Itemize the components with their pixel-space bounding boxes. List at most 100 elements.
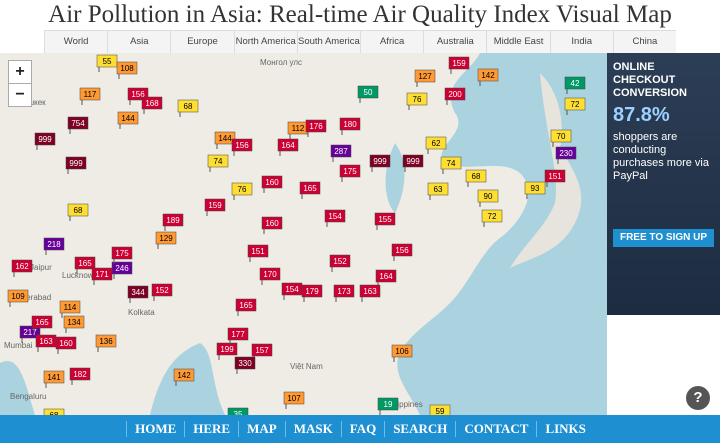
region-tab[interactable]: World [44, 31, 107, 53]
aqi-marker[interactable]: 63 [427, 182, 449, 200]
region-tab[interactable]: South America [296, 31, 360, 53]
aqi-marker[interactable]: 152 [151, 283, 173, 301]
footer-link[interactable]: FAQ [340, 421, 384, 437]
aqi-marker[interactable]: 134 [63, 315, 85, 333]
aqi-marker[interactable]: 200 [444, 87, 466, 105]
aqi-marker[interactable]: 159 [448, 56, 470, 74]
aqi-marker[interactable]: 114 [59, 300, 81, 318]
aqi-marker[interactable]: 160 [55, 336, 77, 354]
aqi-marker[interactable]: 142 [173, 368, 195, 386]
aqi-marker[interactable]: 151 [544, 169, 566, 187]
aqi-marker[interactable]: 144 [214, 131, 236, 149]
aqi-marker[interactable]: 50 [357, 85, 379, 103]
aqi-marker[interactable]: 59 [429, 404, 451, 415]
region-tab[interactable]: North America [233, 31, 297, 53]
aqi-marker[interactable]: 127 [414, 69, 436, 87]
aqi-marker[interactable]: 152 [329, 254, 351, 272]
aqi-marker[interactable]: 179 [301, 284, 323, 302]
aqi-marker[interactable]: 55 [96, 54, 118, 72]
aqi-marker[interactable]: 109 [7, 289, 29, 307]
aqi-marker[interactable]: 180 [339, 117, 361, 135]
zoom-out[interactable]: − [8, 83, 32, 107]
region-tab[interactable]: Europe [170, 31, 233, 53]
aqi-marker[interactable]: 230 [555, 146, 577, 164]
aqi-marker[interactable]: 330 [234, 356, 256, 374]
aqi-marker[interactable]: 999 [402, 154, 424, 172]
aqi-marker[interactable]: 156 [391, 243, 413, 261]
aqi-marker[interactable]: 162 [11, 259, 33, 277]
aqi-marker[interactable]: 68 [43, 408, 65, 415]
aqi-marker[interactable]: 168 [141, 96, 163, 114]
aqi-marker[interactable]: 999 [65, 156, 87, 174]
aqi-marker[interactable]: 171 [91, 267, 113, 285]
aqi-marker[interactable]: 141 [43, 370, 65, 388]
region-tab[interactable]: India [549, 31, 613, 53]
aqi-marker[interactable]: 160 [261, 216, 283, 234]
aqi-marker[interactable]: 151 [247, 244, 269, 262]
aqi-marker[interactable]: 144 [117, 111, 139, 129]
aqi-marker[interactable]: 129 [155, 231, 177, 249]
footer-link[interactable]: SEARCH [384, 421, 455, 437]
aqi-marker[interactable]: 164 [375, 269, 397, 287]
aqi-marker[interactable]: 344 [127, 285, 149, 303]
aqi-marker[interactable]: 154 [324, 209, 346, 227]
aqi-marker[interactable]: 19 [377, 397, 399, 415]
aqi-marker[interactable]: 156 [231, 138, 253, 156]
zoom-in[interactable]: + [8, 60, 32, 84]
aqi-marker[interactable]: 164 [277, 138, 299, 156]
aqi-marker[interactable]: 68 [177, 99, 199, 117]
aqi-marker[interactable]: 189 [162, 213, 184, 231]
aqi-marker[interactable]: 177 [227, 327, 249, 345]
aqi-marker[interactable]: 62 [425, 136, 447, 154]
aqi-marker[interactable]: 76 [406, 92, 428, 110]
aqi-marker[interactable]: 165 [299, 181, 321, 199]
region-tab[interactable]: Asia [107, 31, 170, 53]
map[interactable]: Бишкек Монгол улс Jaipur Lucknow Kolkata Hyde… [0, 53, 607, 415]
region-tab[interactable]: Australia [423, 31, 486, 53]
footer-link[interactable]: MASK [284, 421, 341, 437]
aqi-marker[interactable]: 999 [34, 132, 56, 150]
aqi-marker[interactable]: 170 [259, 267, 281, 285]
aqi-marker[interactable]: 117 [79, 87, 101, 105]
aqi-marker[interactable]: 136 [95, 334, 117, 352]
footer-link[interactable]: LINKS [536, 421, 593, 437]
aqi-marker[interactable]: 74 [440, 156, 462, 174]
aqi-marker[interactable]: 42 [564, 76, 586, 94]
aqi-marker[interactable]: 93 [524, 181, 546, 199]
aqi-marker[interactable]: 108 [116, 61, 138, 79]
aqi-marker[interactable]: 217 [19, 325, 41, 343]
footer-link[interactable]: HERE [184, 421, 238, 437]
aqi-marker[interactable]: 159 [204, 198, 226, 216]
aqi-marker[interactable]: 999 [369, 154, 391, 172]
aqi-marker[interactable]: 106 [391, 344, 413, 362]
footer-link[interactable]: HOME [126, 421, 184, 437]
aqi-marker[interactable]: 155 [374, 212, 396, 230]
aqi-marker[interactable]: 90 [477, 189, 499, 207]
aqi-marker[interactable]: 163 [359, 284, 381, 302]
aqi-marker[interactable]: 70 [550, 129, 572, 147]
aqi-marker[interactable]: 74 [207, 154, 229, 172]
aqi-marker[interactable]: 163 [35, 334, 57, 352]
aqi-marker[interactable]: 142 [477, 68, 499, 86]
aqi-marker[interactable]: 165 [74, 256, 96, 274]
aqi-marker[interactable]: 68 [67, 203, 89, 221]
aqi-marker[interactable]: 175 [339, 164, 361, 182]
ad-button[interactable]: FREE TO SIGN UP [613, 229, 714, 247]
aqi-marker[interactable]: 72 [481, 209, 503, 227]
aqi-marker[interactable]: 173 [333, 284, 355, 302]
aqi-marker[interactable]: 154 [281, 282, 303, 300]
aqi-marker[interactable]: 175 [111, 246, 133, 264]
aqi-marker[interactable]: 76 [231, 182, 253, 200]
aqi-marker[interactable]: 35 [227, 407, 249, 415]
footer-link[interactable]: MAP [238, 421, 285, 437]
region-tab[interactable]: Africa [360, 31, 423, 53]
aqi-marker[interactable]: 287 [330, 144, 352, 162]
footer-link[interactable]: CONTACT [455, 421, 536, 437]
aqi-marker[interactable]: 754 [67, 116, 89, 134]
aqi-marker[interactable]: 165 [31, 315, 53, 333]
aqi-marker[interactable]: 160 [261, 175, 283, 193]
aqi-marker[interactable]: 107 [283, 391, 305, 409]
advert[interactable]: ONLINE CHECKOUT CONVERSION 87.8% shopper… [607, 53, 720, 315]
aqi-marker[interactable]: 182 [69, 367, 91, 385]
aqi-marker[interactable]: 68 [465, 169, 487, 187]
